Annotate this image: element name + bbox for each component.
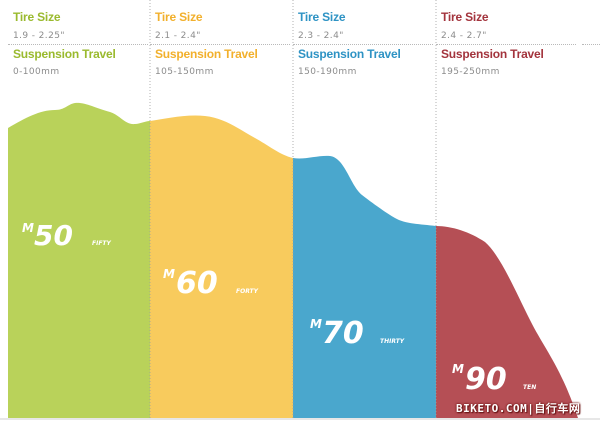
suspension-travel-label: Suspension Travel bbox=[13, 47, 116, 61]
tire-size-label: Tire Size bbox=[441, 10, 489, 24]
svg-text:TEN: TEN bbox=[523, 384, 536, 391]
logo-m50: M 50 FIFTY bbox=[22, 219, 112, 252]
svg-text:70: 70 bbox=[322, 316, 364, 351]
tire-size-value: 1.9 - 2.25" bbox=[13, 31, 65, 41]
column-m90: Tire Size 2.4 - 2.7" Suspension Travel 1… bbox=[436, 0, 576, 90]
svg-text:M: M bbox=[452, 362, 464, 376]
suspension-travel-value: 195-250mm bbox=[441, 67, 500, 77]
area-m90 bbox=[436, 226, 578, 418]
svg-text:60: 60 bbox=[176, 266, 218, 301]
svg-text:THIRTY: THIRTY bbox=[380, 338, 405, 345]
suspension-travel-label: Suspension Travel bbox=[155, 47, 258, 61]
svg-text:FIFTY: FIFTY bbox=[92, 240, 112, 247]
tire-size-value: 2.1 - 2.4" bbox=[155, 31, 201, 41]
svg-text:M: M bbox=[22, 221, 34, 235]
suspension-travel-value: 105-150mm bbox=[155, 67, 214, 77]
logo-m90: M 90 TEN bbox=[452, 362, 536, 397]
tire-size-label: Tire Size bbox=[298, 10, 346, 24]
svg-text:M: M bbox=[310, 317, 322, 331]
tire-size-label: Tire Size bbox=[155, 10, 203, 24]
suspension-travel-value: 150-190mm bbox=[298, 67, 357, 77]
svg-text:M: M bbox=[163, 267, 175, 281]
column-m60: Tire Size 2.1 - 2.4" Suspension Travel 1… bbox=[150, 0, 290, 90]
tire-size-value: 2.3 - 2.4" bbox=[298, 31, 344, 41]
area-m60 bbox=[150, 115, 293, 418]
tire-size-label: Tire Size bbox=[13, 10, 61, 24]
suspension-travel-label: Suspension Travel bbox=[441, 47, 544, 61]
column-m70: Tire Size 2.3 - 2.4" Suspension Travel 1… bbox=[293, 0, 433, 90]
svg-text:90: 90 bbox=[465, 362, 507, 397]
column-m50: Tire Size 1.9 - 2.25" Suspension Travel … bbox=[8, 0, 148, 90]
logo-m70: M 70 THIRTY bbox=[310, 316, 405, 351]
suspension-travel-label: Suspension Travel bbox=[298, 47, 401, 61]
area-m70 bbox=[293, 155, 436, 419]
svg-text:50: 50 bbox=[34, 219, 73, 252]
suspension-travel-value: 0-100mm bbox=[13, 67, 60, 77]
tire-size-value: 2.4 - 2.7" bbox=[441, 31, 487, 41]
logo-m60: M 60 FORTY bbox=[163, 266, 259, 301]
area-m50 bbox=[8, 102, 150, 418]
svg-text:FORTY: FORTY bbox=[236, 288, 259, 295]
watermark: BIKETO.COM|自行车网 bbox=[456, 402, 581, 415]
